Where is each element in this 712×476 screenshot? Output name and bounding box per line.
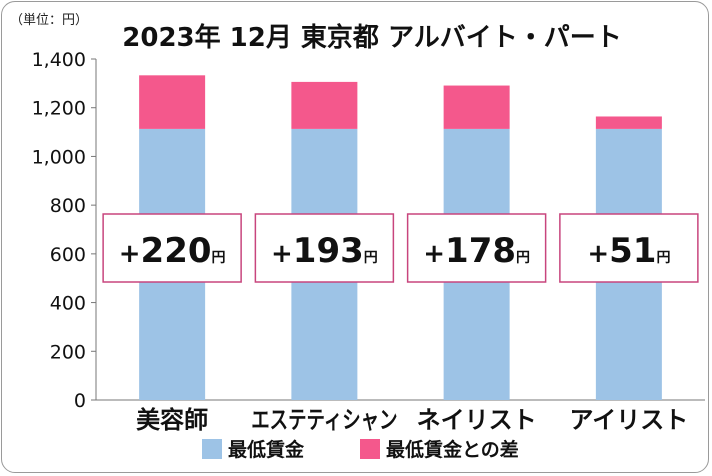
- y-tick-label: 400: [50, 293, 86, 315]
- legend-item: 最低賃金との差: [360, 438, 519, 461]
- difference-annotation: +51円: [559, 213, 699, 283]
- annotation-sign: +: [587, 239, 609, 269]
- category-label: アイリスト: [569, 406, 688, 434]
- annotation-label: +193円: [271, 231, 378, 271]
- annotation-unit: 円: [212, 250, 226, 266]
- chart-title: 2023年 12月 東京都 アルバイト・パート: [122, 22, 621, 53]
- annotation-sign: +: [119, 239, 141, 269]
- y-tick-label: 1,000: [32, 146, 86, 168]
- annotation-number: 193: [293, 231, 364, 271]
- y-tick-label: 0: [74, 390, 86, 412]
- bar-difference: [443, 85, 510, 129]
- annotation-box: [254, 213, 395, 283]
- annotation-sign: +: [423, 239, 445, 269]
- y-tick-label: 1,400: [32, 49, 86, 71]
- difference-annotation: +220円: [102, 213, 242, 283]
- bar-difference: [291, 81, 358, 129]
- annotation-box: [559, 213, 699, 283]
- annotation-label: +220円: [119, 231, 226, 271]
- category-label: エステティシャン: [251, 406, 397, 434]
- annotation-label: +178円: [423, 231, 530, 271]
- annotation-sign: +: [271, 239, 293, 269]
- annotation-number: 51: [609, 231, 656, 271]
- category-label: ネイリスト: [417, 406, 537, 434]
- y-tick-label: 1,200: [32, 98, 86, 120]
- annotation-unit: 円: [364, 250, 378, 266]
- annotation-box: [102, 213, 242, 283]
- annotation-number: 220: [141, 231, 212, 271]
- bar-difference: [139, 75, 206, 129]
- annotation-unit: 円: [516, 250, 530, 266]
- y-tick-label: 600: [50, 244, 86, 266]
- category-label: 美容師: [136, 406, 208, 434]
- annotation-number: 178: [445, 231, 516, 271]
- bar-difference: [595, 116, 662, 129]
- legend-item: 最低賃金: [202, 438, 305, 461]
- legend-label: 最低賃金との差: [386, 438, 519, 461]
- annotation-box: [406, 213, 547, 283]
- annotation-unit: 円: [656, 250, 670, 266]
- difference-annotation: +193円: [254, 213, 395, 283]
- unit-label: （単位：円）: [10, 12, 88, 28]
- y-tick-label: 200: [50, 341, 86, 363]
- legend-swatch: [360, 439, 380, 459]
- y-tick-label: 800: [50, 195, 86, 217]
- legend-swatch: [202, 439, 222, 459]
- legend-label: 最低賃金: [228, 438, 305, 461]
- annotation-label: +51円: [587, 231, 670, 271]
- difference-annotation: +178円: [406, 213, 547, 283]
